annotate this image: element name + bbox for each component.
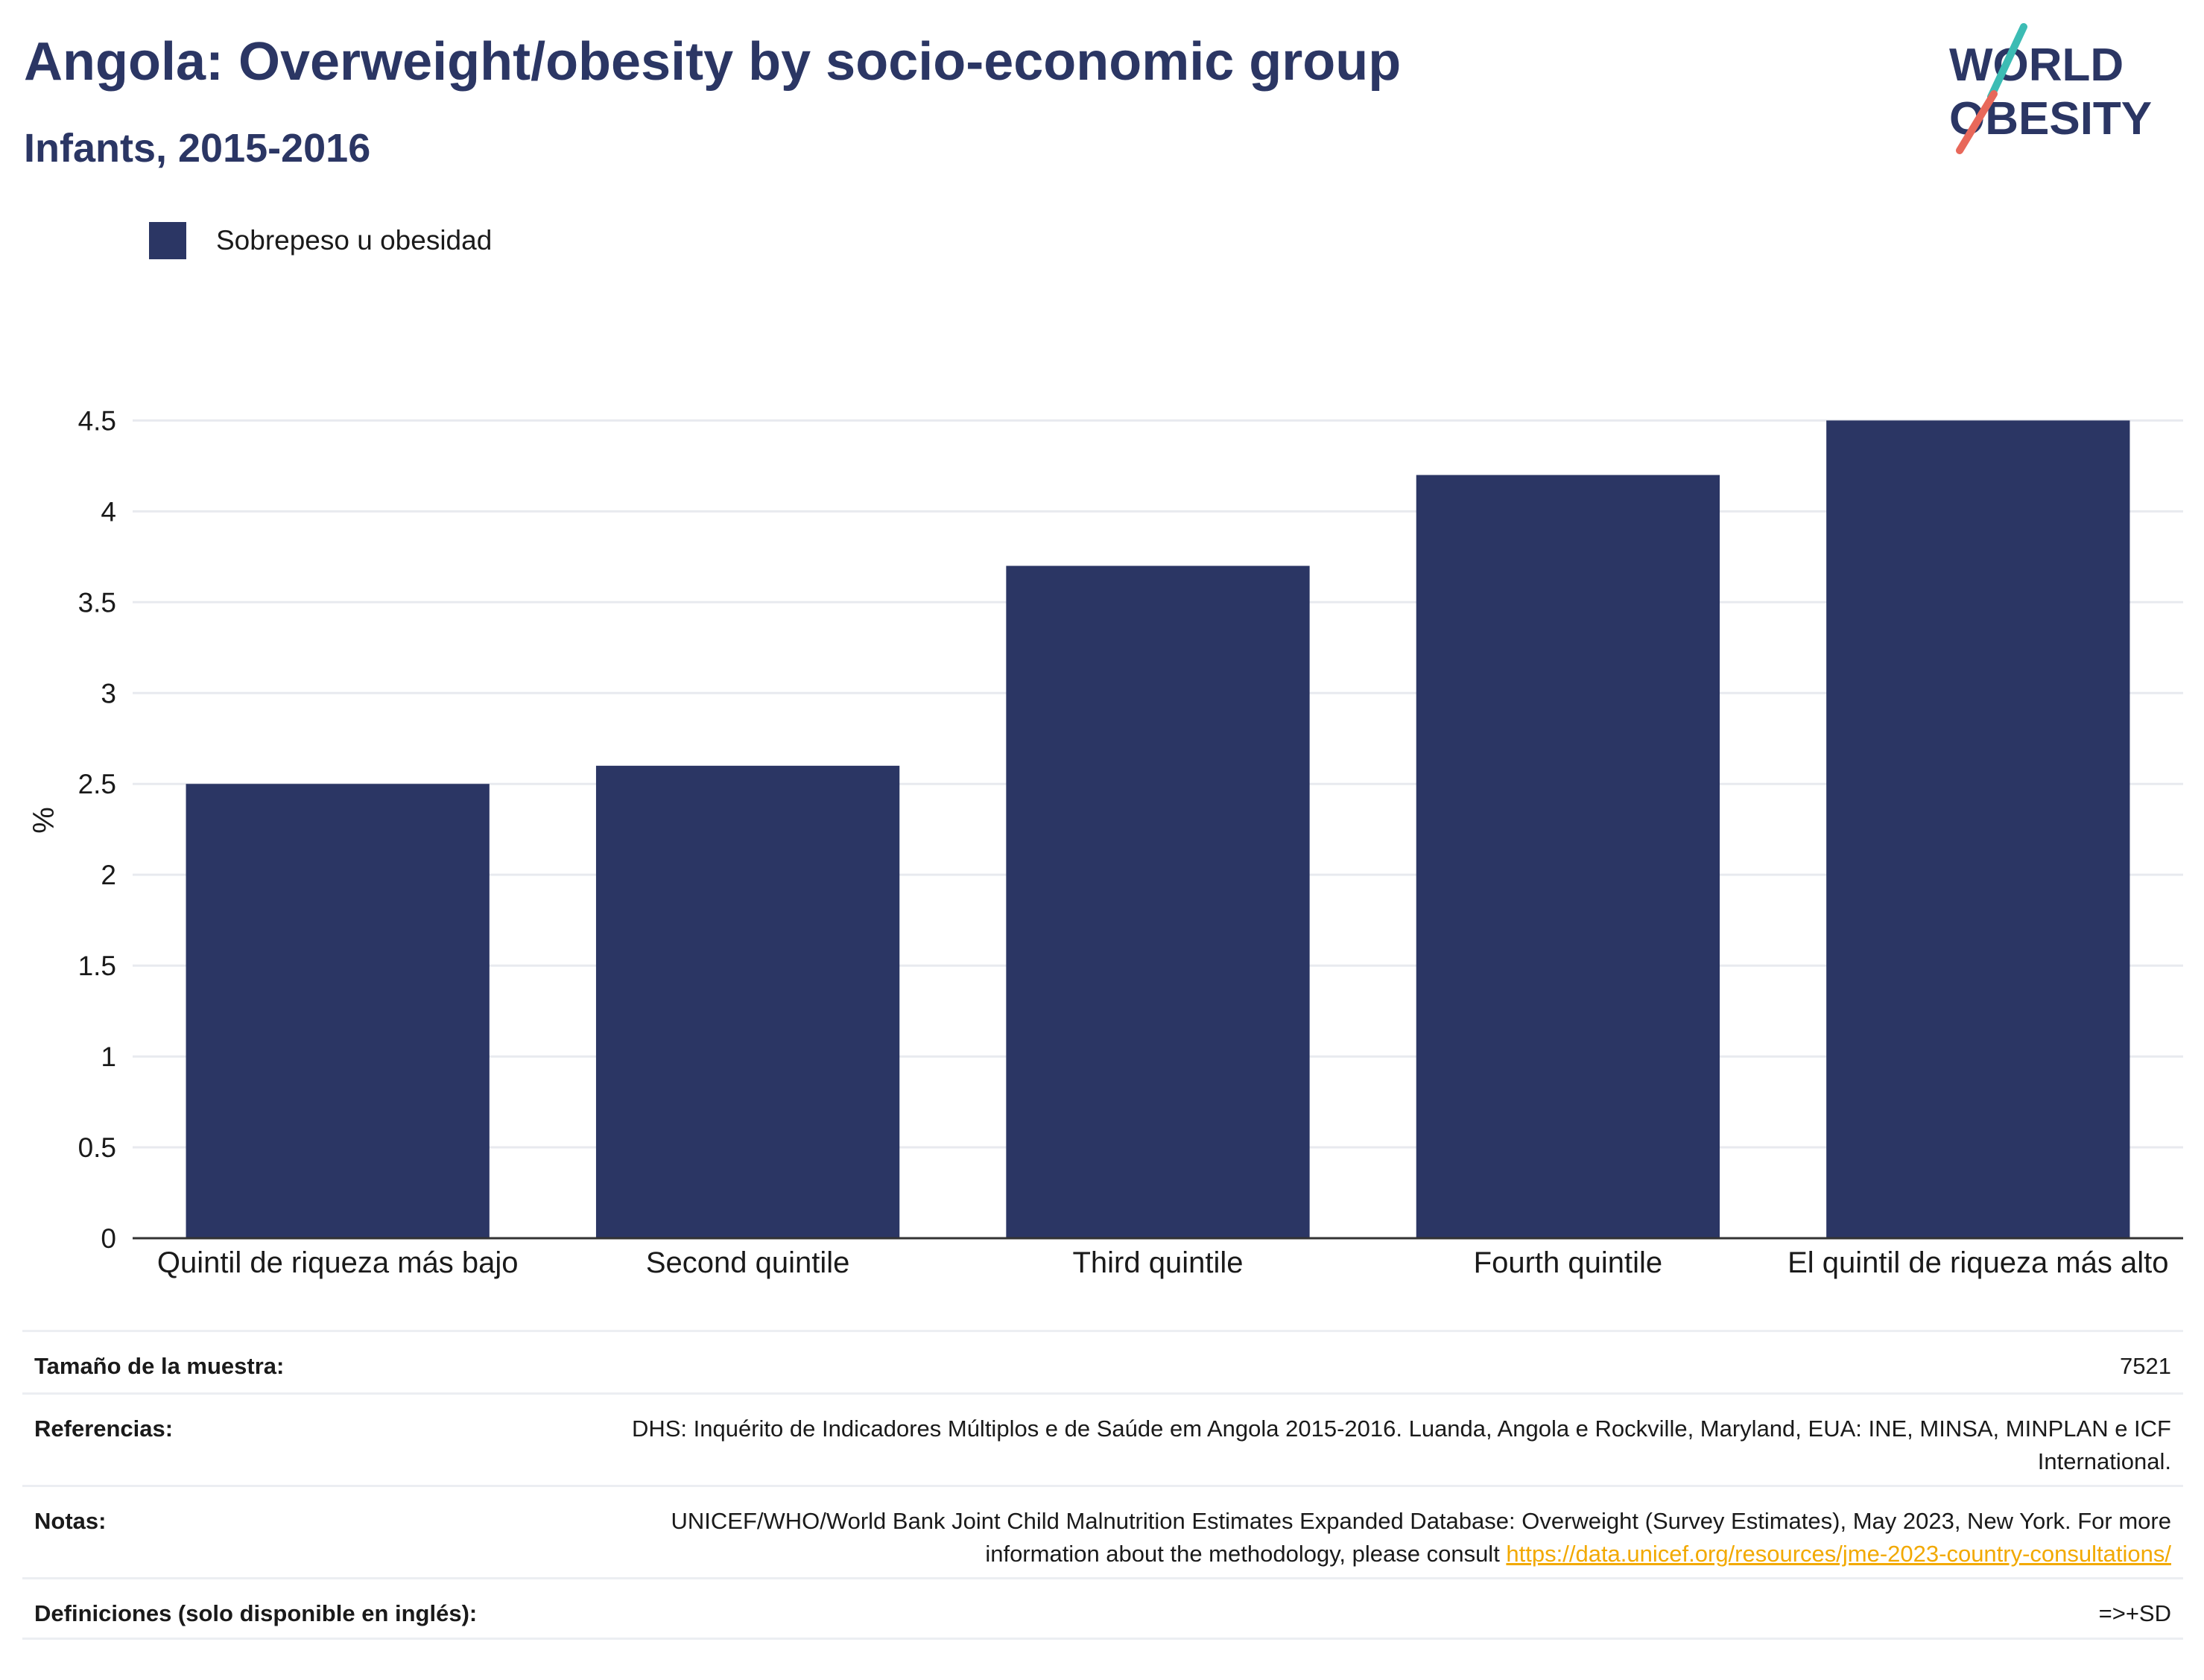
y-axis-label: %	[28, 807, 60, 834]
x-tick-label: Fourth quintile	[1474, 1246, 1662, 1279]
y-tick-label: 4.5	[78, 405, 116, 436]
notes-value: UNICEF/WHO/World Bank Joint Child Malnut…	[621, 1487, 2171, 1570]
references-label: Referencias:	[34, 1416, 174, 1442]
world-obesity-logo: WORLD OBESITY	[1949, 23, 2152, 154]
y-tick-label: 3.5	[78, 587, 116, 618]
page-subtitle: Infants, 2015-2016	[24, 126, 371, 171]
notes-label: Notas:	[34, 1508, 107, 1534]
x-tick-label: Third quintile	[1072, 1246, 1243, 1279]
y-tick-label: 1.5	[78, 951, 116, 981]
info-row-definitions: Definiciones (solo disponible en inglés)…	[22, 1577, 2183, 1640]
sample-size-value: 7521	[2120, 1353, 2171, 1379]
logo-slash-top-icon	[1987, 23, 2027, 101]
chart-legend: Sobrepeso u obesidad	[149, 222, 492, 259]
info-row-references: Referencias: DHS: Inquérito de Indicador…	[22, 1392, 2183, 1485]
logo-slash-bottom-icon	[1956, 90, 1998, 154]
y-tick-label: 3	[101, 678, 116, 709]
definitions-value: =>+SD	[2098, 1600, 2171, 1626]
y-tick-label: 2.5	[78, 769, 116, 799]
bar	[1826, 420, 2130, 1238]
x-tick-label: El quintil de riqueza más alto	[1787, 1246, 2168, 1279]
y-tick-label: 0.5	[78, 1132, 116, 1163]
y-tick-label: 4	[101, 496, 116, 527]
x-tick-label: Second quintile	[646, 1246, 850, 1279]
legend-label: Sobrepeso u obesidad	[216, 225, 493, 256]
bar	[595, 765, 900, 1238]
bar	[1416, 475, 1720, 1239]
chart-bars	[186, 420, 2130, 1239]
bar	[186, 784, 490, 1238]
legend-swatch	[149, 222, 186, 259]
sample-size-label: Tamaño de la muestra:	[34, 1353, 285, 1379]
y-tick-label: 1	[101, 1042, 116, 1072]
info-row-sample-size: Tamaño de la muestra: 7521	[22, 1330, 2183, 1392]
x-tick-label: Quintil de riqueza más bajo	[157, 1246, 519, 1279]
y-tick-label: 2	[101, 860, 116, 890]
x-axis-tick-labels: Quintil de riqueza más bajo Second quinti…	[157, 1246, 2169, 1279]
y-tick-label: 0	[101, 1223, 116, 1254]
info-table: Tamaño de la muestra: 7521 Referencias: …	[22, 1330, 2183, 1640]
methodology-link[interactable]: https://data.unicef.org/resources/jme-20…	[1506, 1541, 2171, 1567]
info-row-notes: Notas: UNICEF/WHO/World Bank Joint Child…	[22, 1485, 2183, 1577]
definitions-label: Definiciones (solo disponible en inglés)…	[34, 1600, 478, 1626]
notes-text: UNICEF/WHO/World Bank Joint Child Malnut…	[671, 1508, 2171, 1567]
bar	[1006, 565, 1310, 1238]
bar-chart: 0 0.5 1 1.5 2 2.5 3 3.5 4 4.5 Quintil de riqueza …	[28, 405, 2183, 1279]
page-title: Angola: Overweight/obesity by socio-econ…	[24, 32, 1402, 92]
logo-line-world: WORLD	[1949, 39, 2124, 91]
y-axis-tick-labels: 0 0.5 1 1.5 2 2.5 3 3.5 4 4.5	[78, 405, 116, 1254]
references-value: DHS: Inquérito de Indicadores Múltiplos …	[631, 1416, 2171, 1474]
